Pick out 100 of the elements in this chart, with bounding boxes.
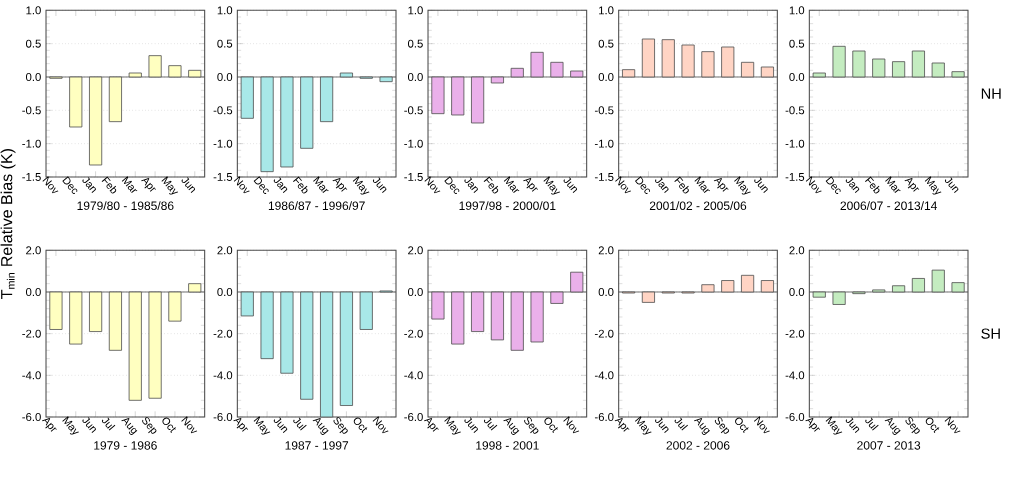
y-tick-label: -2.0 — [404, 329, 423, 338]
x-tick-label: Aug — [884, 417, 901, 435]
x-tick-label: Mar — [313, 176, 329, 194]
x-tick-label: Dec — [62, 176, 78, 194]
y-tick-label: -0.5 — [404, 106, 423, 115]
x-tick-label: Apr — [41, 417, 57, 432]
y-tick-label: 0.5 — [789, 39, 805, 48]
x-tick-label: Jun — [845, 417, 860, 434]
x-tick-label: Nov — [181, 416, 198, 434]
x-tick-label: Apr — [614, 417, 630, 432]
x-tick-label: Nov — [233, 176, 250, 194]
y-tick-label: -1.5 — [213, 173, 233, 181]
x-tick-label: Nov — [615, 176, 632, 194]
y-tick-label: -4.0 — [594, 371, 614, 380]
x-tick-label: Aug — [121, 417, 138, 435]
y-tick-label: -1.5 — [22, 173, 41, 181]
y-tick-label: 1.0 — [789, 6, 805, 15]
x-tick-label: Jan — [273, 177, 288, 194]
y-tick-label: -1.5 — [594, 173, 614, 181]
x-tick-label: Mar — [503, 176, 520, 194]
y-tick-label: -0.5 — [785, 106, 805, 115]
x-tick-label: Jan — [464, 177, 478, 194]
y-tick-label: 2.0 — [408, 246, 423, 255]
x-tick-label: Feb — [674, 176, 689, 194]
y-tick-label: 0.5 — [598, 39, 614, 48]
x-tick-label: Nov — [42, 176, 59, 194]
y-tick-label: -6.0 — [594, 412, 614, 421]
x-axis-title: 2002 - 2006 — [666, 441, 730, 450]
x-axis-title: 1979/80 - 1985/86 — [77, 201, 174, 210]
y-tick-label: 0.0 — [25, 287, 41, 296]
y-tick-label: 0.0 — [407, 287, 423, 296]
y-tick-label: -4.0 — [785, 371, 805, 380]
x-tick-label: Apr — [332, 177, 348, 192]
y-tick-label: -6.0 — [22, 412, 41, 421]
x-tick-label: Jun — [273, 417, 288, 434]
y-tick-label: -1.5 — [404, 173, 423, 181]
x-tick-label: Jul — [101, 417, 116, 431]
x-tick-label: Nov — [424, 176, 441, 194]
x-tick-label: Oct — [162, 417, 176, 434]
y-tick-label: -4.0 — [404, 371, 423, 380]
y-tick-label: -6.0 — [404, 412, 423, 421]
y-tick-label: 1.0 — [26, 6, 41, 15]
x-tick-label: Sep — [714, 417, 730, 434]
x-tick-label: Jul — [293, 417, 307, 431]
x-tick-label: Feb — [483, 176, 499, 194]
x-tick-label: Jul — [483, 417, 498, 431]
x-tick-label: Nov — [563, 416, 580, 434]
x-tick-label: Aug — [312, 417, 329, 435]
y-tick-label: -6.0 — [213, 412, 233, 421]
y-tick-label: 0.0 — [598, 287, 614, 296]
x-tick-label: Sep — [142, 417, 157, 434]
x-tick-label: Nov — [805, 176, 822, 194]
x-axis-title: 2006/07 - 2013/14 — [840, 201, 937, 210]
y-tick-label: 1.0 — [408, 6, 423, 15]
x-tick-label: Sep — [905, 417, 920, 434]
x-axis-title: 1987 - 1997 — [285, 441, 349, 450]
y-tick-label: -4.0 — [22, 371, 41, 380]
x-tick-label: Jul — [674, 417, 688, 431]
y-tick-label: 2.0 — [217, 246, 233, 255]
y-tick-label: -0.5 — [22, 106, 41, 115]
x-tick-label: Dec — [825, 176, 841, 194]
x-tick-label: Sep — [333, 417, 348, 434]
x-tick-label: Apr — [141, 177, 156, 192]
x-tick-label: Apr — [904, 177, 920, 192]
x-axis-title: 1997/98 - 2000/01 — [459, 201, 556, 210]
x-tick-label: Apr — [713, 177, 729, 192]
x-tick-label: Nov — [944, 416, 961, 434]
x-tick-label: Apr — [523, 177, 538, 192]
x-tick-label: Feb — [864, 176, 880, 194]
x-tick-label: Dec — [253, 176, 269, 194]
x-axis-title: 2001/02 - 2005/06 — [649, 201, 747, 210]
x-tick-label: Aug — [693, 417, 710, 435]
x-axis-title: 1979 - 1986 — [94, 441, 157, 450]
x-tick-label: Mar — [885, 176, 901, 194]
y-tick-label: 1.0 — [217, 6, 233, 15]
y-tick-label: -2.0 — [213, 329, 233, 338]
y-tick-label: -2.0 — [594, 329, 614, 338]
x-tick-label: Jul — [865, 417, 879, 431]
y-tick-label: 0.0 — [789, 72, 805, 81]
x-tick-label: Jan — [82, 177, 96, 194]
x-tick-label: Oct — [925, 417, 940, 434]
y-tick-label: 2.0 — [26, 246, 41, 255]
y-tick-label: -1.5 — [785, 173, 805, 181]
x-tick-label: Aug — [503, 417, 520, 435]
x-tick-label: Dec — [634, 176, 650, 194]
y-tick-label: 0.5 — [407, 39, 423, 48]
y-tick-label: -2.0 — [785, 329, 805, 338]
x-tick-label: Jun — [563, 177, 578, 194]
y-tick-label: 0.5 — [217, 39, 233, 48]
x-tick-label: Jun — [464, 417, 478, 434]
x-tick-label: Jan — [845, 177, 860, 194]
x-tick-label: Feb — [101, 176, 117, 194]
x-tick-label: Jun — [181, 177, 196, 194]
x-tick-label: Jun — [82, 417, 96, 434]
y-tick-label: -0.5 — [594, 106, 614, 115]
y-tick-label: -0.5 — [213, 106, 233, 115]
x-tick-label: Mar — [121, 176, 138, 194]
y-tick-label: 0.0 — [25, 72, 41, 81]
x-tick-label: Jun — [372, 177, 387, 194]
x-axis-title: 1998 - 2001 — [476, 441, 539, 450]
